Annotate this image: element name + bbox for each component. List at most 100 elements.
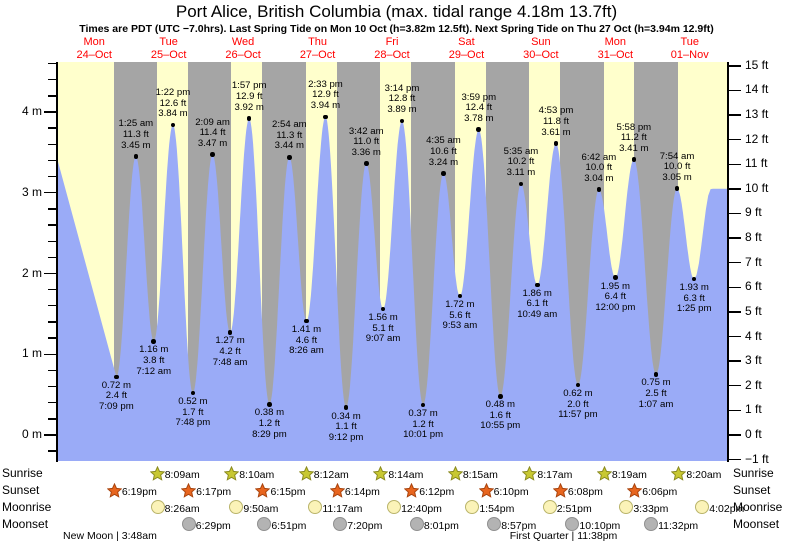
axis-left-label-3: 3 m <box>21 184 42 199</box>
tide-label-low-2: 1.16 m 3.8 ft 7:12 am <box>117 345 191 377</box>
tide-metres: 1.93 m <box>679 282 709 294</box>
page-title: Port Alice, British Columbia (max. tidal… <box>175 2 618 21</box>
day-weekday: Sun <box>531 36 551 48</box>
sunset-time: 6:06pm <box>642 486 678 498</box>
tide-label-low-16: 0.37 m 1.2 ft 10:01 pm <box>386 409 460 441</box>
tide-feet: 12.9 ft <box>312 89 339 101</box>
tide-point-low-28 <box>653 372 659 377</box>
moonset-icon <box>333 517 348 531</box>
tide-point-high-13 <box>363 161 369 166</box>
tide-point-low-24 <box>575 382 581 388</box>
tide-point-high-9 <box>287 154 292 160</box>
axis-right-label-3: 2 ft <box>745 377 762 392</box>
day-date: 29–Oct <box>448 48 485 61</box>
moonset-time: 8:57pm <box>501 520 537 532</box>
axis-left-tick <box>48 159 56 162</box>
tide-point-low-14 <box>380 306 386 312</box>
axis-right-label-2: 1 ft <box>745 402 762 417</box>
moonset-icon <box>565 517 580 531</box>
row-label-sunrise-left: Sunrise <box>2 466 43 480</box>
tide-metres: 1.72 m <box>445 299 475 311</box>
day-weekday: Thu <box>308 36 328 48</box>
axis-right-label-14: 13 ft <box>745 107 769 122</box>
tide-time: 12:00 pm <box>595 301 636 313</box>
axis-left-tick <box>48 385 56 388</box>
moonrise-time: 9:50am <box>243 503 279 515</box>
moonrise-time: 8:26am <box>164 503 200 515</box>
sunset-4: 6:12pm <box>404 483 454 499</box>
moonset-icon <box>409 517 424 531</box>
axis-left-tick <box>48 79 56 81</box>
sunset-time: 6:14pm <box>344 486 380 498</box>
sunset-time: 6:08pm <box>567 486 603 498</box>
tide-time: 4:35 am <box>426 135 461 147</box>
tide-time: 3:42 am <box>348 125 384 137</box>
day-header-3: Thu 27–Oct <box>280 36 354 61</box>
moonrise-8: 4:02pm <box>695 500 744 516</box>
day-date: 01–Nov <box>670 48 709 61</box>
axis-right-tick <box>729 188 741 190</box>
moonrise-5: 1:54pm <box>465 500 514 516</box>
tide-metres: 0.34 m <box>331 410 361 422</box>
sunset-0: 6:19pm <box>106 483 157 499</box>
moonset-5: 8:57pm <box>487 517 536 533</box>
sunrise-1: 8:09am <box>149 466 200 482</box>
tide-metres: 1.86 m <box>522 287 552 299</box>
axis-left-tick <box>48 240 56 242</box>
tide-label-high-5: 2:09 am 11.4 ft 3.47 m <box>176 117 250 150</box>
tide-label-low-18: 1.72 m 5.6 ft 9:53 am <box>423 300 497 332</box>
sunrise-time: 8:17am <box>537 469 573 481</box>
tide-feet: 2.0 ft <box>567 398 589 410</box>
axis-right-label-8: 7 ft <box>745 254 762 269</box>
day-date: 24–Oct <box>76 48 112 61</box>
tide-curve <box>57 116 727 461</box>
tide-metres: 3.61 m <box>541 126 571 138</box>
moonrise-7: 3:33pm <box>619 500 668 516</box>
tide-point-low-22 <box>534 282 540 288</box>
axis-right-label-10: 9 ft <box>745 205 762 220</box>
tide-point-low-4 <box>190 390 196 396</box>
tide-label-high-19: 3:59 pm 12.4 ft 3.78 m <box>442 92 516 125</box>
tide-feet: 6.4 ft <box>604 291 626 303</box>
axis-left-tick <box>44 111 56 113</box>
tide-feet: 11.4 ft <box>199 127 226 139</box>
tide-feet: 4.6 ft <box>295 334 318 346</box>
row-label-sunset-left: Sunset <box>2 483 40 497</box>
moonrise-2: 9:50am <box>229 500 278 516</box>
tide-label-high-17: 4:35 am 10.6 ft 3.24 m <box>406 136 480 168</box>
axis-left-tick <box>48 402 56 404</box>
axis-left-label-0: 0 m <box>21 427 42 441</box>
moonrise-3: 11:17am <box>308 500 362 516</box>
tide-label-low-30: 1.93 m 6.3 ft 1:25 pm <box>657 283 731 315</box>
axis-right-label-4: 3 ft <box>745 353 762 368</box>
tide-label-high-7: 1:57 pm 12.9 ft 3.92 m <box>212 81 286 113</box>
axis-right-tick <box>729 409 741 412</box>
tide-feet: 2.4 ft <box>105 390 128 402</box>
tide-time: 1:57 pm <box>231 80 267 92</box>
axis-right-line <box>727 62 729 462</box>
moonrise-icon <box>387 500 402 514</box>
tide-metres: 3.94 m <box>310 100 341 112</box>
tide-metres: 0.37 m <box>408 408 438 420</box>
sunrise-time: 8:19am <box>611 469 647 481</box>
day-weekday: Mon <box>83 36 105 48</box>
day-date: 27–Oct <box>299 48 336 61</box>
tide-metres: 1.95 m <box>600 280 630 292</box>
tide-metres: 1.41 m <box>291 324 322 336</box>
axis-left-label-1: 1 m <box>21 346 42 361</box>
tide-feet: 11.2 ft <box>620 132 647 144</box>
tide-label-low-22: 1.86 m 6.1 ft 10:49 am <box>500 287 574 321</box>
tide-point-low-16 <box>420 402 426 408</box>
tide-time: 5:35 am <box>503 145 539 157</box>
moonrise-icon <box>150 500 165 514</box>
moonrise-time: 12:40pm <box>401 503 442 515</box>
axis-right-label-7: 6 ft <box>745 279 762 294</box>
axis-right-tick <box>729 286 741 288</box>
tide-label-low-10: 1.41 m 4.6 ft 8:26 am <box>269 325 343 357</box>
tide-point-high-5 <box>210 152 215 158</box>
moonrise-time: 3:33pm <box>633 503 669 515</box>
tide-feet: 11.3 ft <box>276 129 303 141</box>
tide-label-low-26: 1.95 m 6.4 ft 12:00 pm <box>578 280 652 314</box>
tide-label-low-6: 1.27 m 4.2 ft 7:48 am <box>193 336 267 368</box>
sunrise-5: 8:15am <box>447 466 498 482</box>
